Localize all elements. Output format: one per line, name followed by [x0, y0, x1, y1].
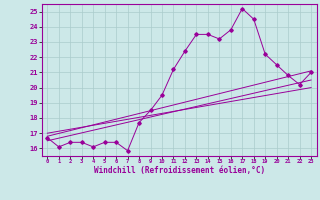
- X-axis label: Windchill (Refroidissement éolien,°C): Windchill (Refroidissement éolien,°C): [94, 166, 265, 175]
